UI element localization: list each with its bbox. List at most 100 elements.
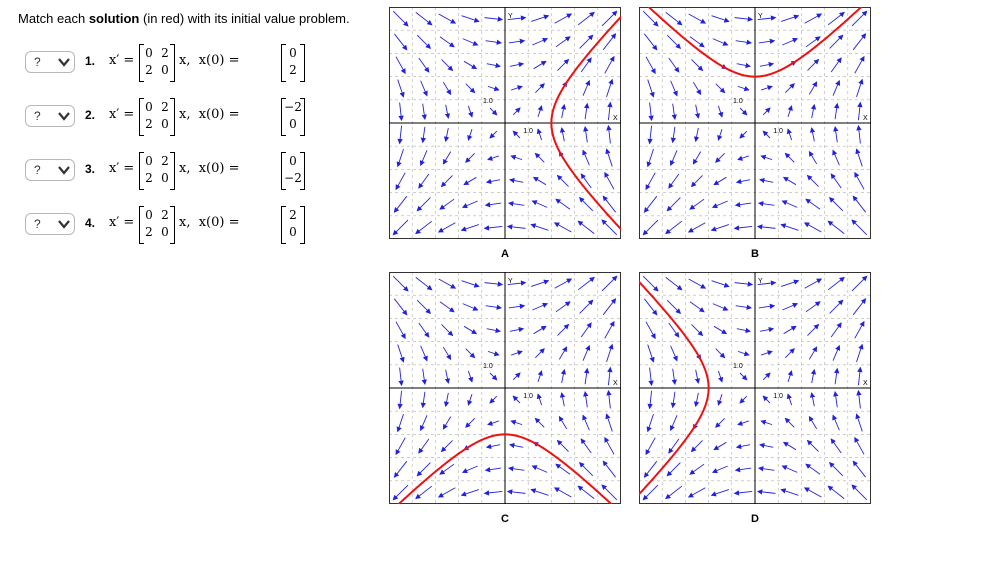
answer-select-3[interactable]: ?: [25, 159, 75, 181]
field-arrow: [601, 275, 618, 292]
field-arrow: [606, 124, 612, 144]
field-arrow: [394, 298, 408, 316]
field-arrow: [440, 175, 453, 188]
field-arrow: [805, 463, 821, 475]
answer-select-1[interactable]: ?: [25, 51, 75, 73]
field-arrow: [486, 62, 501, 69]
field-arrow: [666, 34, 682, 50]
field-arrow: [666, 462, 681, 477]
field-arrow: [670, 126, 677, 144]
field-arrow: [670, 345, 678, 362]
field-arrow: [604, 436, 615, 455]
field-arrow: [536, 128, 543, 141]
initial-vector: 0 −2: [281, 152, 305, 190]
vector-cell: 0: [289, 154, 297, 168]
field-arrow: [511, 85, 523, 91]
field-arrow: [852, 195, 866, 213]
field-arrow: [535, 348, 545, 358]
field-arrow: [643, 195, 658, 213]
field-arrow: [393, 460, 408, 478]
field-arrow: [691, 59, 704, 72]
field-arrow: [806, 174, 819, 187]
field-arrow: [442, 346, 452, 361]
field-arrow: [856, 78, 864, 97]
field-arrow: [512, 372, 521, 381]
field-arrow: [832, 344, 841, 361]
field-arrow: [555, 301, 571, 313]
field-arrow: [577, 485, 595, 499]
field-arrow: [534, 417, 545, 428]
field-arrow: [393, 195, 408, 213]
field-arrow: [559, 127, 566, 142]
field-arrow: [694, 104, 701, 119]
field-arrow: [418, 438, 430, 454]
field-arrow: [807, 323, 820, 336]
problem-number: 2.: [85, 108, 96, 122]
field-arrow: [392, 10, 409, 27]
answer-select-2[interactable]: ?: [25, 105, 75, 127]
field-arrow: [420, 391, 427, 409]
field-arrow: [440, 440, 453, 453]
field-arrow: [832, 79, 841, 96]
field-arrow: [757, 466, 775, 472]
field-arrow: [604, 320, 615, 339]
problem-row-4: ? 4. x′ = 0 2 2 0 x, x(0) = 2 0: [25, 204, 325, 244]
field-arrow: [532, 302, 549, 311]
answer-select-4[interactable]: ?: [25, 213, 75, 235]
field-arrow: [647, 344, 655, 363]
field-arrow: [510, 419, 523, 426]
field-arrow: [668, 173, 680, 189]
field-arrow: [854, 171, 865, 190]
field-arrow: [693, 392, 700, 408]
field-arrow: [690, 175, 703, 188]
field-arrow: [487, 85, 500, 92]
field-arrow: [759, 61, 775, 68]
field-arrow: [560, 103, 567, 119]
field-arrow: [739, 107, 748, 116]
field-arrow: [443, 392, 450, 408]
field-arrow: [668, 438, 680, 454]
field-arrow: [851, 10, 868, 27]
field-arrow: [665, 277, 683, 291]
field-arrow: [398, 367, 404, 387]
field-arrow: [485, 443, 501, 450]
field-arrow: [711, 15, 730, 23]
field-arrow: [780, 223, 799, 231]
field-arrow: [851, 275, 868, 292]
field-arrow: [646, 414, 654, 433]
field-arrow: [671, 368, 677, 386]
field-arrow: [830, 173, 842, 189]
field-arrow: [553, 487, 572, 498]
field-arrow: [737, 155, 749, 161]
field-arrow: [507, 15, 527, 21]
field-arrow: [420, 80, 428, 97]
matrix-cell: 2: [161, 46, 169, 60]
field-arrow: [415, 12, 433, 26]
field-arrow: [578, 196, 594, 212]
field-arrow: [693, 127, 700, 143]
field-arrow: [711, 280, 730, 288]
field-arrow: [827, 485, 845, 499]
field-arrow: [577, 11, 595, 26]
field-arrow: [736, 62, 751, 69]
field-arrow: [558, 415, 568, 430]
lhs-text: x′ =: [109, 161, 135, 176]
field-arrow: [713, 325, 728, 335]
solution-curve: [550, 15, 621, 231]
field-arrow: [605, 148, 613, 167]
field-arrow: [530, 223, 549, 231]
matrix-A: 0 2 2 0: [139, 206, 175, 244]
field-arrow: [583, 367, 590, 385]
y-axis-label: Y: [758, 278, 763, 285]
field-arrow: [605, 413, 613, 432]
field-arrow: [392, 484, 409, 501]
plot-label-c: C: [501, 513, 509, 525]
field-arrow: [463, 176, 477, 186]
field-arrow: [415, 220, 433, 235]
field-arrow: [509, 61, 525, 68]
field-arrow: [506, 224, 526, 230]
field-arrow: [856, 389, 862, 409]
field-arrow: [856, 124, 862, 144]
field-arrow: [833, 125, 839, 143]
field-arrow: [415, 277, 433, 291]
